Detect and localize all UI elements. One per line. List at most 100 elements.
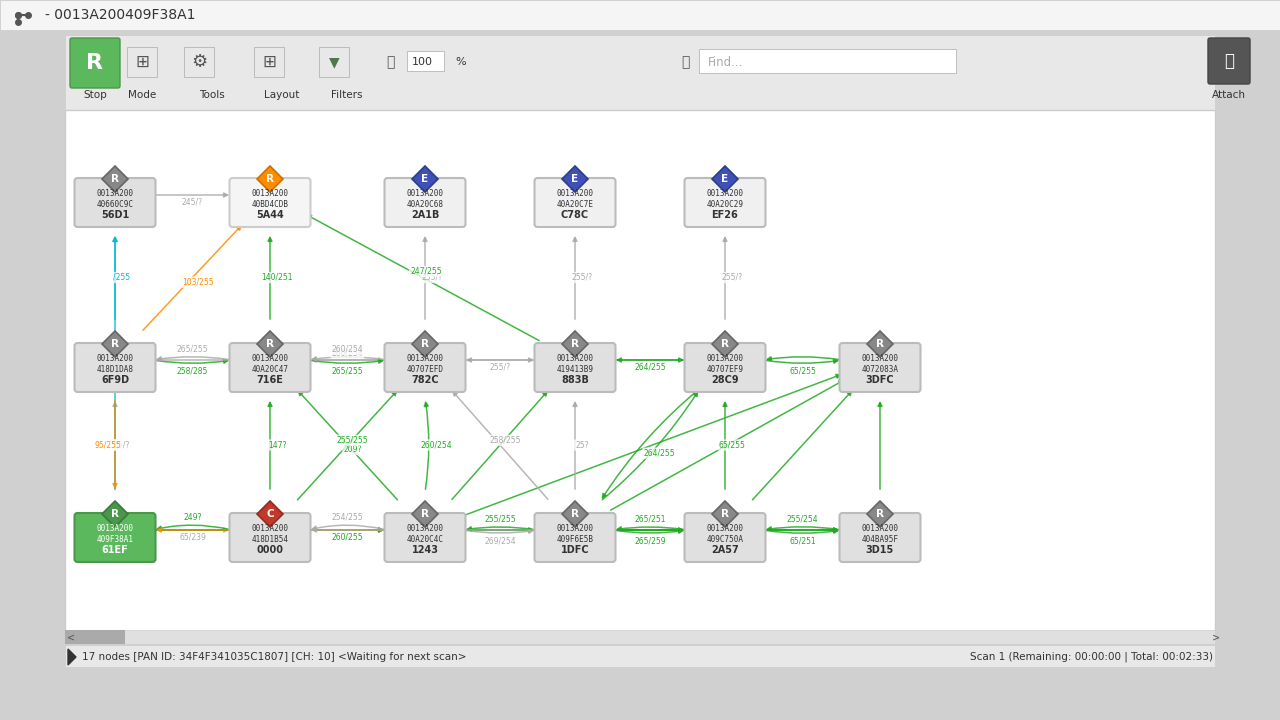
- Text: 0013A200: 0013A200: [407, 524, 443, 533]
- Text: Filters: Filters: [332, 90, 362, 100]
- Text: R: R: [111, 509, 119, 519]
- Text: 260/254: 260/254: [332, 345, 364, 354]
- Polygon shape: [412, 501, 438, 527]
- FancyBboxPatch shape: [74, 343, 155, 392]
- Text: >: >: [1212, 632, 1220, 642]
- Polygon shape: [562, 331, 588, 357]
- FancyBboxPatch shape: [685, 513, 765, 562]
- FancyArrowPatch shape: [616, 528, 837, 532]
- FancyArrowPatch shape: [467, 527, 534, 531]
- FancyArrowPatch shape: [156, 528, 228, 532]
- Text: 2A57: 2A57: [712, 545, 739, 555]
- Polygon shape: [867, 501, 893, 527]
- Polygon shape: [712, 501, 739, 527]
- Text: 28C9: 28C9: [712, 375, 739, 385]
- Text: 55/?: 55/?: [114, 441, 131, 449]
- FancyArrowPatch shape: [113, 238, 116, 489]
- FancyBboxPatch shape: [699, 49, 956, 73]
- Text: 3D15: 3D15: [865, 545, 895, 555]
- Text: 0013A200: 0013A200: [407, 189, 443, 198]
- FancyBboxPatch shape: [184, 47, 214, 77]
- Text: 258/255: 258/255: [489, 436, 521, 445]
- FancyArrowPatch shape: [467, 358, 534, 362]
- Text: 0013A200: 0013A200: [707, 524, 744, 533]
- FancyBboxPatch shape: [229, 343, 311, 392]
- FancyBboxPatch shape: [535, 178, 616, 227]
- Text: 6F9D: 6F9D: [101, 375, 129, 385]
- Text: R: R: [721, 339, 730, 349]
- FancyArrowPatch shape: [156, 193, 228, 197]
- Text: 40A20C29: 40A20C29: [707, 200, 744, 209]
- Text: - 0013A200409F38A1: - 0013A200409F38A1: [45, 8, 196, 22]
- Text: ⊞: ⊞: [262, 53, 276, 71]
- FancyArrowPatch shape: [143, 226, 241, 330]
- Polygon shape: [712, 331, 739, 357]
- FancyArrowPatch shape: [753, 392, 851, 500]
- Text: 65/239: 65/239: [179, 533, 206, 541]
- Text: 0013A200: 0013A200: [96, 354, 133, 363]
- Text: R: R: [571, 509, 579, 519]
- FancyArrowPatch shape: [113, 402, 116, 489]
- Text: 269/254: 269/254: [484, 536, 516, 545]
- Text: 0000: 0000: [256, 545, 283, 555]
- FancyArrowPatch shape: [617, 358, 685, 362]
- Text: 260/255: 260/255: [332, 533, 364, 541]
- FancyArrowPatch shape: [113, 401, 116, 487]
- FancyBboxPatch shape: [319, 47, 349, 77]
- FancyArrowPatch shape: [452, 392, 547, 500]
- FancyArrowPatch shape: [156, 528, 837, 532]
- FancyArrowPatch shape: [311, 528, 532, 532]
- Text: R: R: [876, 509, 884, 519]
- Text: 264/255: 264/255: [634, 362, 666, 372]
- Text: 40707EFD: 40707EFD: [407, 365, 443, 374]
- FancyArrowPatch shape: [157, 357, 229, 361]
- Text: 260/254: 260/254: [332, 348, 364, 358]
- Text: 716E: 716E: [256, 375, 283, 385]
- Text: 1DFC: 1DFC: [561, 545, 589, 555]
- FancyArrowPatch shape: [268, 238, 271, 319]
- Text: 25?: 25?: [575, 441, 589, 449]
- Text: R: R: [111, 339, 119, 349]
- Text: 147?: 147?: [268, 441, 287, 449]
- FancyArrowPatch shape: [156, 528, 682, 532]
- FancyArrowPatch shape: [156, 528, 532, 532]
- Polygon shape: [412, 166, 438, 192]
- Text: 0013A200: 0013A200: [96, 524, 133, 533]
- Text: 245/?: 245/?: [182, 197, 204, 207]
- Text: R: R: [111, 174, 119, 184]
- FancyBboxPatch shape: [384, 343, 466, 392]
- Text: Attach: Attach: [1212, 90, 1245, 100]
- FancyBboxPatch shape: [65, 630, 125, 644]
- Text: R: R: [876, 339, 884, 349]
- Text: 📋: 📋: [1224, 52, 1234, 70]
- FancyBboxPatch shape: [74, 513, 155, 562]
- Text: 3DFC: 3DFC: [865, 375, 895, 385]
- Text: 56D1: 56D1: [101, 210, 129, 220]
- FancyArrowPatch shape: [156, 359, 228, 363]
- FancyArrowPatch shape: [298, 392, 398, 500]
- Text: 255/254: 255/254: [787, 515, 818, 523]
- FancyBboxPatch shape: [65, 645, 1215, 667]
- Text: 404BA95F: 404BA95F: [861, 535, 899, 544]
- Text: 65/255: 65/255: [788, 366, 815, 375]
- Text: 0013A200: 0013A200: [251, 189, 288, 198]
- Text: 253?: 253?: [411, 533, 429, 541]
- Text: Stop: Stop: [83, 90, 106, 100]
- Polygon shape: [562, 501, 588, 527]
- Text: C: C: [266, 509, 274, 519]
- FancyBboxPatch shape: [65, 630, 1215, 644]
- Polygon shape: [102, 331, 128, 357]
- Text: 265/255: 265/255: [177, 345, 209, 354]
- Text: R: R: [266, 339, 274, 349]
- Text: R: R: [721, 509, 730, 519]
- FancyBboxPatch shape: [1208, 38, 1251, 84]
- FancyArrowPatch shape: [603, 390, 698, 498]
- Text: 40707EF9: 40707EF9: [707, 365, 744, 374]
- Text: 2A1B: 2A1B: [411, 210, 439, 220]
- Text: 255/?: 255/?: [489, 362, 511, 372]
- FancyArrowPatch shape: [307, 215, 539, 341]
- Polygon shape: [257, 331, 283, 357]
- Text: 209?: 209?: [343, 445, 362, 454]
- Text: 1243: 1243: [411, 545, 439, 555]
- Polygon shape: [712, 166, 739, 192]
